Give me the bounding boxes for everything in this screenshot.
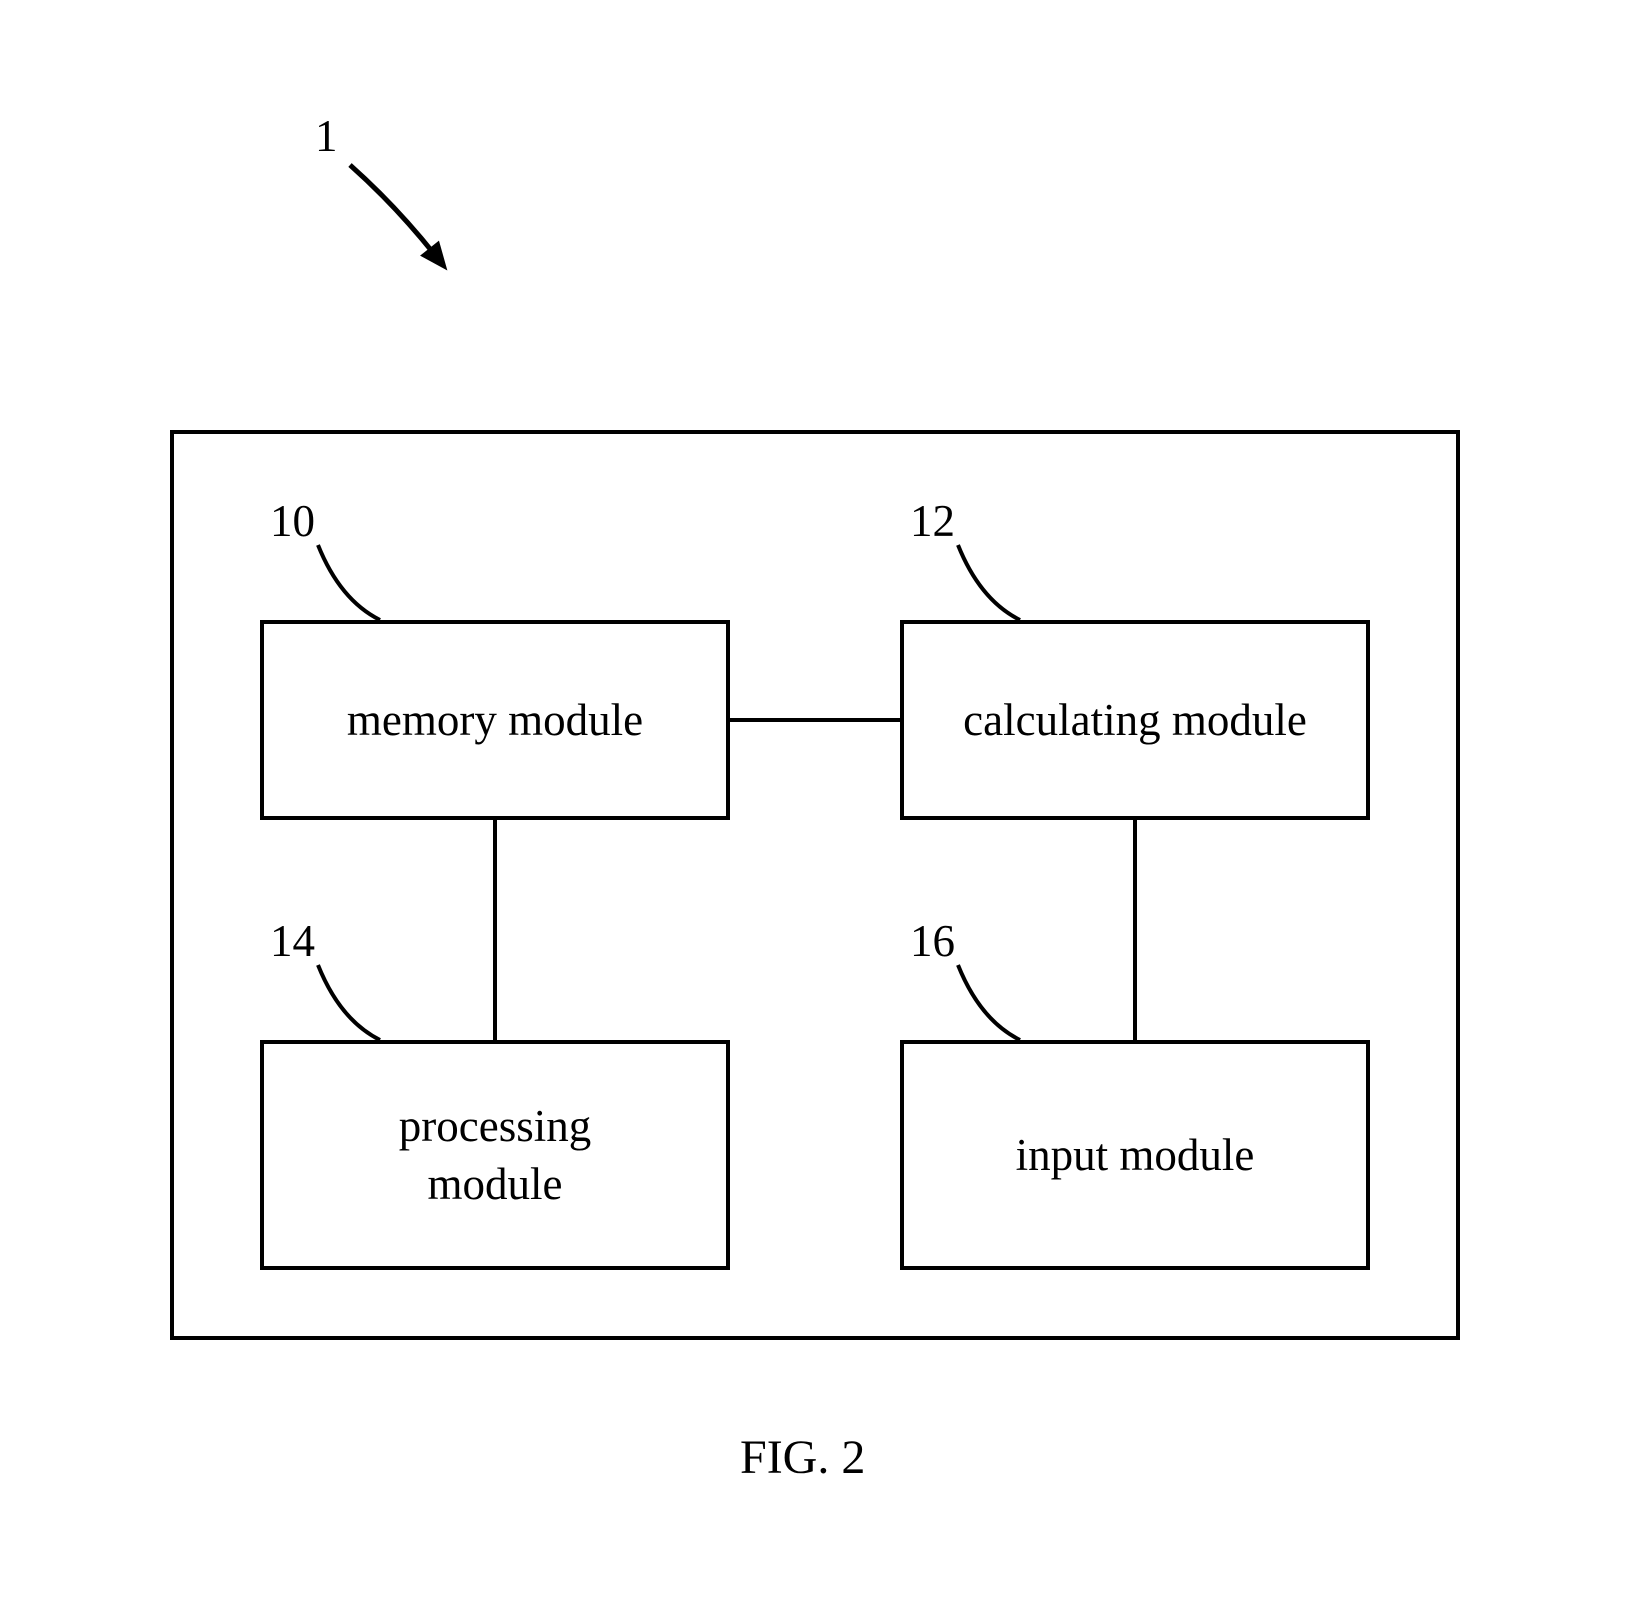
connector-memory-processing xyxy=(493,820,497,1040)
input-module-label: input module xyxy=(1016,1126,1255,1185)
figure-caption: FIG. 2 xyxy=(740,1430,865,1485)
input-module-box: input module xyxy=(900,1040,1370,1270)
connector-memory-calculating xyxy=(730,718,900,722)
input-leader-line xyxy=(0,0,1638,1607)
diagram-container: 1 10 memory module 12 calculating module… xyxy=(0,0,1638,1607)
connector-calculating-input xyxy=(1133,820,1137,1040)
